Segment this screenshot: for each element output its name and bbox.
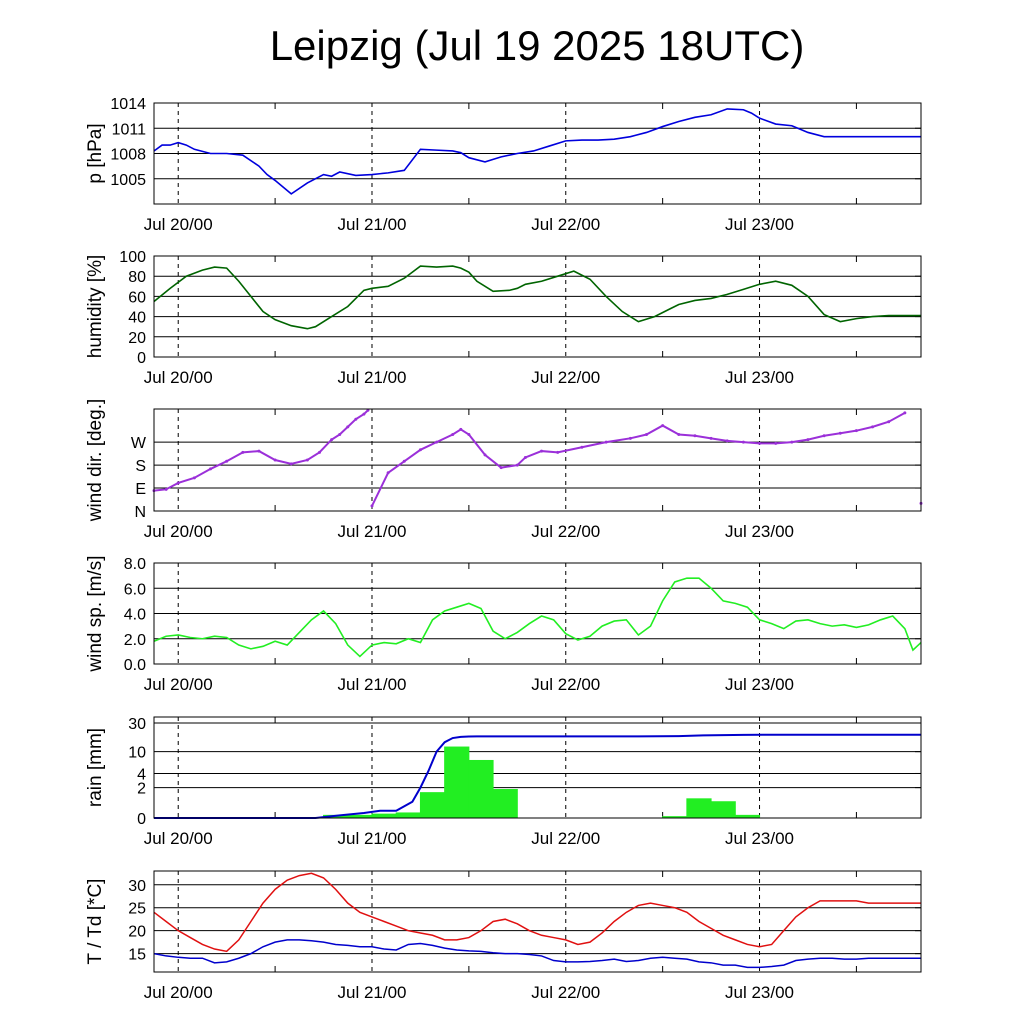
- x-tick-label: Jul 23/00: [725, 368, 794, 387]
- y-tick-label: 0: [137, 350, 146, 367]
- x-tick-label: Jul 22/00: [531, 829, 600, 848]
- rain-bar: [419, 792, 446, 819]
- y-tick-label: 10: [128, 745, 146, 762]
- x-tick-label: Jul 21/00: [337, 983, 406, 1002]
- rain-bar: [686, 798, 712, 819]
- x-tick-label: Jul 20/00: [144, 675, 213, 694]
- panel-frame: [153, 102, 922, 205]
- x-tick-label: Jul 22/00: [531, 983, 600, 1002]
- y-tick-label: 1011: [112, 121, 147, 138]
- x-tick-label: Jul 21/00: [337, 522, 406, 541]
- y-tick-label: 40: [128, 310, 146, 327]
- y-tick-label: 60: [128, 289, 146, 306]
- y-tick-label: 2.0: [124, 632, 146, 649]
- page-title: Leipzig (Jul 19 2025 18UTC): [269, 22, 805, 69]
- y-tick-label: 1008: [110, 147, 146, 164]
- rain-bar: [444, 746, 470, 819]
- x-tick-label: Jul 20/00: [144, 983, 213, 1002]
- x-tick-label: Jul 21/00: [337, 368, 406, 387]
- x-tick-label: Jul 22/00: [531, 675, 600, 694]
- panel-frame: [153, 870, 922, 973]
- dewpoint-line: [153, 939, 921, 969]
- y-tick-label: 1014: [110, 96, 146, 113]
- y-tick-label: 6.0: [124, 581, 146, 598]
- panel-frame: [153, 255, 922, 358]
- temperature-line: [153, 872, 921, 953]
- wind-speed-line: [153, 577, 922, 658]
- panel-frame: [153, 408, 922, 512]
- x-tick-label: Jul 20/00: [144, 829, 213, 848]
- x-tick-label: Jul 23/00: [725, 829, 794, 848]
- y-axis-label: humidity [%]: [85, 255, 106, 358]
- x-tick-label: Jul 23/00: [725, 215, 794, 234]
- y-tick-label: E: [135, 481, 146, 498]
- y-tick-label: 0.0: [124, 657, 146, 674]
- x-tick-label: Jul 21/00: [337, 215, 406, 234]
- y-tick-label: 1005: [110, 172, 146, 189]
- x-tick-label: Jul 23/00: [725, 983, 794, 1002]
- y-tick-label: S: [135, 458, 146, 475]
- y-tick-label: 0: [137, 811, 146, 828]
- y-tick-label: 15: [128, 947, 146, 964]
- x-tick-label: Jul 20/00: [144, 368, 213, 387]
- y-tick-label: 8.0: [124, 556, 146, 573]
- y-tick-label: 80: [128, 269, 146, 286]
- x-tick-label: Jul 23/00: [725, 675, 794, 694]
- y-axis-label: wind dir. [deg.]: [85, 399, 106, 523]
- y-tick-label: 30: [128, 716, 146, 733]
- rain-bar: [468, 759, 494, 819]
- x-tick-label: Jul 20/00: [144, 215, 213, 234]
- wind-direction-line: [153, 409, 369, 492]
- y-tick-label: 100: [119, 249, 146, 266]
- y-tick-label: W: [131, 435, 147, 452]
- y-axis-label: rain [mm]: [85, 728, 106, 807]
- rain-bar: [371, 813, 397, 819]
- x-tick-label: Jul 23/00: [725, 522, 794, 541]
- x-tick-label: Jul 20/00: [144, 522, 213, 541]
- panel-frame: [153, 562, 922, 665]
- pressure-line: [153, 108, 921, 195]
- y-tick-label: 2: [137, 781, 146, 798]
- rain-cumulative-line: [154, 733, 921, 819]
- y-tick-label: 30: [128, 878, 146, 895]
- rain-bar: [492, 789, 518, 819]
- rain-bar: [395, 812, 421, 819]
- x-tick-label: Jul 21/00: [337, 829, 406, 848]
- y-axis-label: p [hPa]: [85, 123, 106, 183]
- y-tick-label: 4: [137, 766, 146, 783]
- y-axis-label: T / Td [*C]: [85, 879, 106, 965]
- y-tick-label: 4.0: [124, 607, 146, 624]
- y-tick-label: 25: [128, 901, 146, 918]
- y-tick-label: 20: [128, 330, 146, 347]
- humidity-line: [153, 265, 921, 330]
- x-tick-label: Jul 22/00: [531, 522, 600, 541]
- x-tick-label: Jul 21/00: [337, 675, 406, 694]
- wind-direction-line: [371, 411, 906, 507]
- y-axis-label: wind sp. [m/s]: [85, 555, 106, 672]
- y-tick-label: N: [134, 504, 146, 521]
- panel-frame: [153, 716, 922, 819]
- rain-bar: [710, 801, 736, 819]
- x-tick-label: Jul 22/00: [531, 368, 600, 387]
- x-tick-label: Jul 22/00: [531, 215, 600, 234]
- y-tick-label: 20: [128, 924, 146, 941]
